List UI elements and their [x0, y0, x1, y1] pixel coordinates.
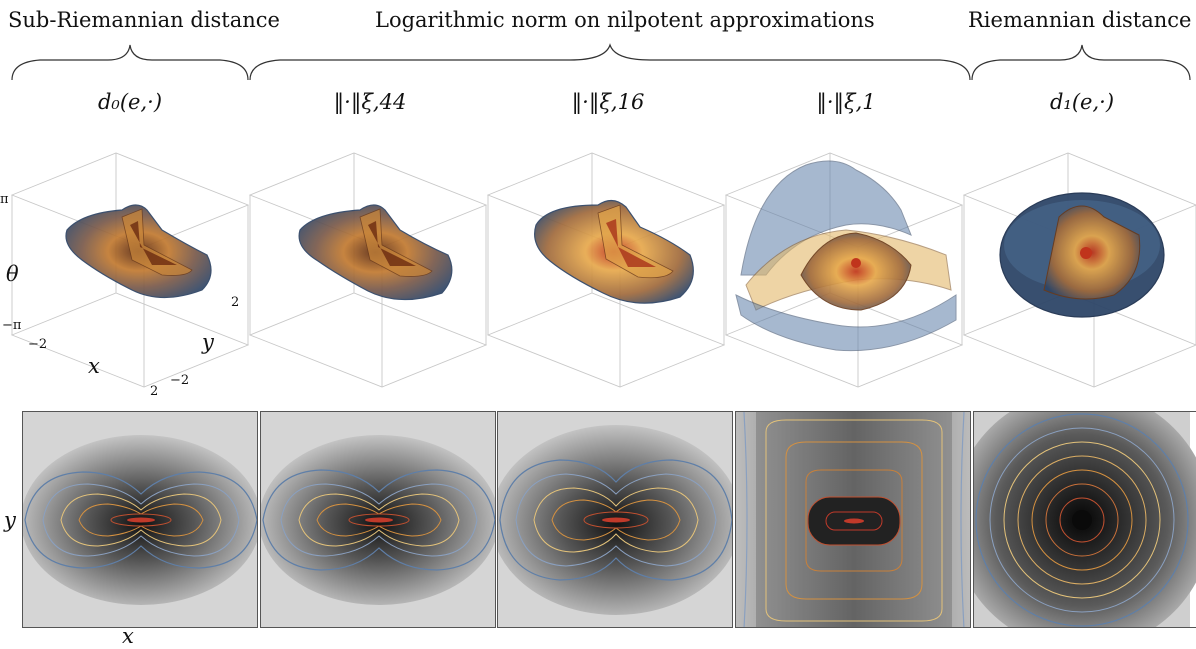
- contour-plot-2: [260, 411, 496, 628]
- surface-plot-5: [962, 152, 1196, 388]
- group-label-sub-riemannian: Sub-Riemannian distance: [8, 8, 280, 32]
- y-tick-bottom: −2: [170, 373, 190, 388]
- x-axis-label-3d: x: [88, 354, 100, 378]
- panel-title-3: ‖·‖ξ,16: [571, 90, 645, 114]
- group-label-riemannian: Riemannian distance: [968, 8, 1192, 32]
- theta-tick-top: π: [0, 192, 9, 207]
- contour-plot-1: [22, 411, 258, 628]
- brace-left-path: [11, 44, 249, 81]
- x-tick-right: 2: [150, 384, 159, 399]
- x-axis-label-2d: x: [122, 624, 134, 648]
- x-tick-left: −2: [28, 337, 48, 352]
- surface-plot-1: [10, 152, 250, 388]
- contour-plot-5: [973, 411, 1196, 628]
- group-label-logarithmic-norm: Logarithmic norm on nilpotent approximat…: [375, 8, 875, 32]
- surface-plot-4: [724, 152, 964, 388]
- panel-title-5: d₁(e,·): [1049, 90, 1115, 114]
- panel-title-4: ‖·‖ξ,1: [816, 90, 876, 114]
- brace-right-path: [971, 44, 1191, 81]
- theta-tick-bottom: −π: [2, 318, 22, 333]
- brace-middle-path: [249, 43, 971, 81]
- panel-title-1: d₀(e,·): [97, 90, 163, 114]
- sheet-core-4: [800, 232, 912, 311]
- y-tick-top: 2: [231, 295, 240, 310]
- surface-plot-2: [248, 152, 488, 388]
- theta-axis-label: θ: [6, 262, 19, 286]
- panel-title-2: ‖·‖ξ,44: [333, 90, 407, 114]
- sheet-top-4: [740, 160, 912, 276]
- brace-sub-riemannian: [11, 43, 1191, 81]
- sheet-bottom-4: [735, 294, 957, 352]
- contour-plot-4: [735, 411, 971, 628]
- surface-plot-3: [486, 152, 726, 388]
- y-axis-label-3d: y: [202, 330, 214, 354]
- contour-plot-3: [497, 411, 733, 628]
- y-axis-label-2d: y: [4, 508, 16, 532]
